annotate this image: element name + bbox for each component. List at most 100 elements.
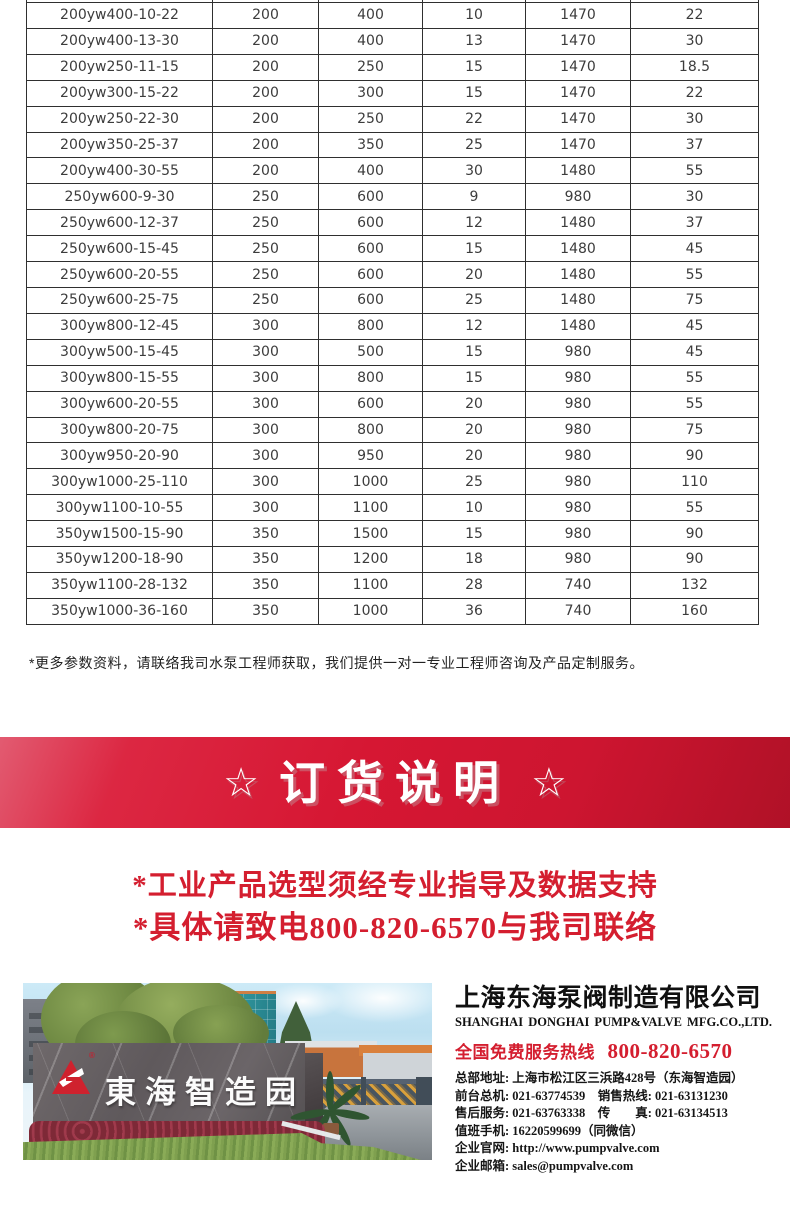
star-icon: ☆ <box>531 760 567 805</box>
marble-sign-wall: ® 東海智造园 <box>33 1043 305 1135</box>
table-cell: 600 <box>318 183 423 211</box>
table-cell: 800 <box>318 364 423 392</box>
table-cell: 980 <box>525 520 631 548</box>
table-cell: 980 <box>525 416 631 444</box>
table-cell: 980 <box>525 338 631 366</box>
table-cell: 75 <box>630 286 759 314</box>
notice-line: *工业产品选型须经专业指导及数据支持 <box>132 870 658 902</box>
table-cell: 250 <box>212 261 319 288</box>
table-cell: 980 <box>525 442 631 470</box>
table-cell: 55 <box>630 494 759 522</box>
table-cell: 740 <box>525 571 631 599</box>
table-cell: 980 <box>525 546 631 573</box>
table-footnote: *更多参数资料，请联络我司水泵工程师获取，我们提供一对一专业工程师咨询及产品定制… <box>29 655 644 671</box>
table-row: 300yw500-15-45 300 500 15 980 45 <box>26 338 759 366</box>
table-cell: 250yw600-20-55 <box>26 261 213 288</box>
table-cell: 45 <box>630 338 759 366</box>
table-cell: 300 <box>212 390 319 418</box>
order-notices: *工业产品选型须经专业指导及数据支持 *具体请致电800-820-6570与我司… <box>0 866 790 950</box>
table-cell: 300 <box>318 79 423 107</box>
table-cell: 90 <box>630 442 759 470</box>
registered-mark: ® <box>89 1051 95 1060</box>
table-cell: 980 <box>525 364 631 392</box>
table-cell: 1470 <box>525 2 631 29</box>
company-info: 上海东海泵阀制造有限公司 SHANGHAI DONGHAI PUMP&VALVE… <box>455 984 773 1176</box>
table-cell: 300 <box>212 442 319 470</box>
table-cell: 22 <box>630 79 759 107</box>
table-row: 300yw800-20-75 300 800 20 980 75 <box>26 416 759 444</box>
table-row: 300yw800-12-45 300 800 12 1480 45 <box>26 312 759 340</box>
notice-line: *具体请致电800-820-6570与我司联络 <box>132 910 658 945</box>
table-row: 200yw400-30-55 200 400 30 1480 55 <box>26 157 759 185</box>
table-cell: 160 <box>630 597 759 625</box>
table-cell: 300yw950-20-90 <box>26 442 213 470</box>
table-cell: 18.5 <box>630 53 759 81</box>
table-cell: 10 <box>422 494 526 522</box>
table-cell: 250yw600-9-30 <box>26 183 213 211</box>
service-hotline: 全国免费服务热线 800-820-6570 <box>455 1038 773 1064</box>
table-cell: 300yw800-12-45 <box>26 312 213 340</box>
table-cell: 300yw800-15-55 <box>26 364 213 392</box>
table-row: 300yw800-15-55 300 800 15 980 55 <box>26 364 759 392</box>
table-cell: 20 <box>422 390 526 418</box>
table-cell: 20 <box>422 261 526 288</box>
table-row: 200yw250-11-15 200 250 15 1470 18.5 <box>26 53 759 81</box>
table-cell: 200yw300-15-22 <box>26 79 213 107</box>
table-cell: 12 <box>422 209 526 237</box>
table-cell: 600 <box>318 390 423 418</box>
table-cell: 1000 <box>318 468 423 496</box>
table-cell: 10 <box>422 2 526 29</box>
sign-text: 東海智造园 <box>105 1075 305 1110</box>
table-row: 250yw600-9-30 250 600 9 980 30 <box>26 183 759 211</box>
factory-entrance-photo: ® 東海智造园 <box>23 983 432 1160</box>
table-cell: 200 <box>212 79 319 107</box>
table-cell <box>630 0 759 3</box>
table-cell: 400 <box>318 2 423 29</box>
table-cell: 22 <box>422 105 526 133</box>
table-cell: 90 <box>630 546 759 573</box>
contact-line: 总部地址: 上海市松江区三浜路428号（东海智造园） <box>455 1071 744 1085</box>
table-cell: 132 <box>630 571 759 599</box>
table-cell: 1470 <box>525 27 631 55</box>
table-cell: 400 <box>318 157 423 185</box>
table-cell: 200 <box>212 53 319 81</box>
table-cell: 250 <box>212 209 319 237</box>
table-cell: 350 <box>212 597 319 625</box>
table-cell: 25 <box>422 286 526 314</box>
table-cell: 400 <box>318 27 423 55</box>
table-cell: 25 <box>422 468 526 496</box>
table-cell: 350 <box>318 131 423 159</box>
table-cell: 200yw350-25-37 <box>26 131 213 159</box>
order-banner: ☆ 订货说明 ☆ <box>0 737 790 828</box>
table-cell: 1480 <box>525 261 631 288</box>
table-cell: 1200 <box>318 546 423 573</box>
table-cell: 1470 <box>525 105 631 133</box>
table-cell: 1480 <box>525 235 631 263</box>
table-cell: 20 <box>422 416 526 444</box>
table-cell: 1000 <box>318 597 423 625</box>
table-cell: 800 <box>318 416 423 444</box>
table-cell: 300 <box>212 312 319 340</box>
company-name-en: SHANGHAI DONGHAI PUMP&VALVE MFG.CO.,LTD. <box>455 1015 773 1029</box>
table-row-clipped <box>26 0 759 3</box>
table-cell: 9 <box>422 183 526 211</box>
table-cell: 1480 <box>525 157 631 185</box>
table-cell: 200 <box>212 105 319 133</box>
table-cell: 740 <box>525 597 631 625</box>
contact-line: 企业官网: http://www.pumpvalve.com <box>455 1141 660 1156</box>
table-cell: 12 <box>422 312 526 340</box>
table-row: 250yw600-15-45 250 600 15 1480 45 <box>26 235 759 263</box>
table-row: 300yw950-20-90 300 950 20 980 90 <box>26 442 759 470</box>
table-row: 200yw400-10-22 200 400 10 1470 22 <box>26 2 759 29</box>
table-cell: 200 <box>212 2 319 29</box>
table-cell: 1470 <box>525 53 631 81</box>
table-cell: 1470 <box>525 79 631 107</box>
table-cell: 36 <box>422 597 526 625</box>
company-name-cn: 上海东海泵阀制造有限公司 <box>455 984 762 1012</box>
table-cell: 300yw1000-25-110 <box>26 468 213 496</box>
table-cell: 980 <box>525 390 631 418</box>
table-cell: 30 <box>630 27 759 55</box>
table-cell: 300 <box>212 416 319 444</box>
table-cell: 800 <box>318 312 423 340</box>
contact-lines: 总部地址: 上海市松江区三浜路428号（东海智造园） 前台总机: 021-6377… <box>455 1070 773 1176</box>
